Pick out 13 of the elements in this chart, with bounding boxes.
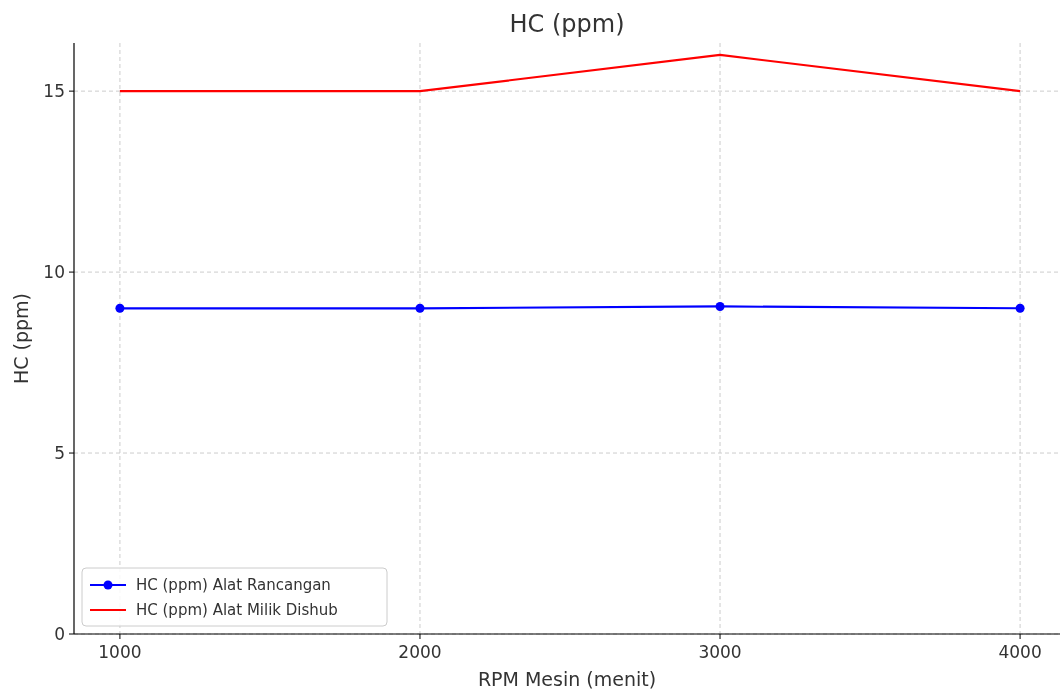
x-tick-label: 4000 <box>998 642 1042 662</box>
legend-label: HC (ppm) Alat Milik Dishub <box>136 601 338 620</box>
y-axis-title: HC (ppm) <box>10 292 32 385</box>
x-tick-label: 1000 <box>98 642 142 662</box>
chart-title: HC (ppm) <box>509 10 625 38</box>
y-tick-label: 15 <box>43 81 65 102</box>
x-tick-label: 3000 <box>698 642 742 662</box>
x-tick-label: 2000 <box>398 642 442 662</box>
y-tick-label: 5 <box>54 442 65 463</box>
x-axis-title: RPM Mesin (menit) <box>477 668 657 690</box>
y-tick-label: 0 <box>54 623 65 644</box>
y-tick-label: 10 <box>43 262 65 283</box>
legend-label: HC (ppm) Alat Rancangan <box>136 576 331 595</box>
